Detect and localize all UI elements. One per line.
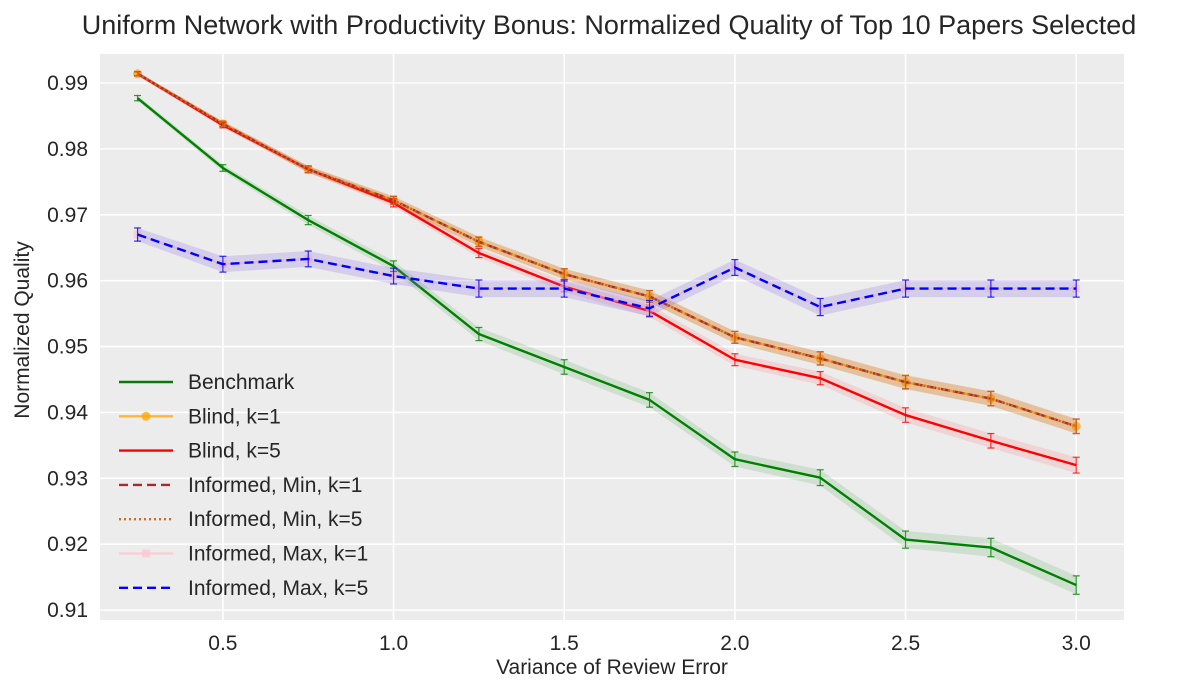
x-tick-label: 2.5 (891, 632, 920, 655)
error-bar (816, 297, 824, 317)
x-tick-label: 2.0 (720, 632, 749, 655)
series-1 (134, 94, 1080, 595)
error-bar (816, 351, 824, 366)
legend-marker (141, 411, 151, 421)
x-axis-label: Variance of Review Error (496, 656, 728, 679)
y-tick-label: 0.98 (47, 138, 88, 161)
legend-label: Blind, k=1 (188, 405, 281, 428)
grid (100, 54, 1124, 620)
y-tick-label: 0.95 (47, 336, 88, 359)
legend-label: Informed, Max, k=1 (188, 543, 368, 566)
x-tick-label: 1.0 (379, 632, 408, 655)
legend-item: Informed, Min, k=5 (119, 508, 363, 531)
error-band (137, 227, 1077, 317)
error-bar (475, 279, 483, 298)
series-7 (134, 227, 1080, 317)
legend-item: Blind, k=5 (119, 440, 281, 463)
legend-label: Informed, Min, k=5 (188, 508, 363, 531)
legend-item: Informed, Min, k=1 (119, 474, 363, 497)
x-tick-label: 1.5 (550, 632, 579, 655)
series-5 (134, 71, 1080, 435)
y-tick-label: 0.94 (47, 401, 88, 424)
legend-item: Informed, Max, k=1 (119, 543, 368, 566)
legend-label: Informed, Min, k=1 (188, 474, 363, 497)
legend-label: Blind, k=5 (188, 440, 281, 463)
x-tick-label: 0.5 (208, 632, 237, 655)
y-tick-label: 0.97 (47, 204, 88, 227)
y-tick-label: 0.92 (47, 533, 88, 556)
x-tick-label: 3.0 (1062, 632, 1091, 655)
error-band (137, 95, 1077, 595)
error-bar (987, 390, 995, 407)
series-line (136, 72, 1077, 428)
legend-marker (142, 549, 150, 558)
y-tick-label: 0.96 (47, 270, 88, 293)
y-tick-label: 0.91 (47, 599, 88, 622)
error-bar (390, 267, 398, 285)
y-tick-label: 0.93 (47, 467, 88, 490)
series-layer (133, 69, 1081, 595)
series-line (136, 97, 1077, 587)
error-bar (560, 268, 568, 280)
tick-labels: 0.5 1.0 1.5 2.0 2.5 3.0 0.91 0.92 0.93 0.94 0.95 0.… (47, 72, 1091, 655)
y-axis-label: Normalized Quality (11, 241, 34, 419)
error-band (137, 227, 1077, 317)
error-band (137, 71, 1077, 474)
legend-item: Blind, k=1 (119, 405, 281, 428)
series-line (137, 233, 1077, 310)
error-bar (1072, 418, 1080, 435)
legend-label: Informed, Max, k=5 (188, 577, 368, 600)
legend-item: Benchmark (119, 371, 295, 394)
legend: Benchmark Blind, k=1 Blind, k=5 Informed, M… (119, 371, 368, 600)
y-tick-label: 0.99 (47, 72, 88, 95)
legend-label: Benchmark (188, 371, 295, 394)
chart-title: Uniform Network with Productivity Bonus:… (82, 10, 1136, 40)
legend-item: Informed, Max, k=5 (119, 577, 368, 600)
